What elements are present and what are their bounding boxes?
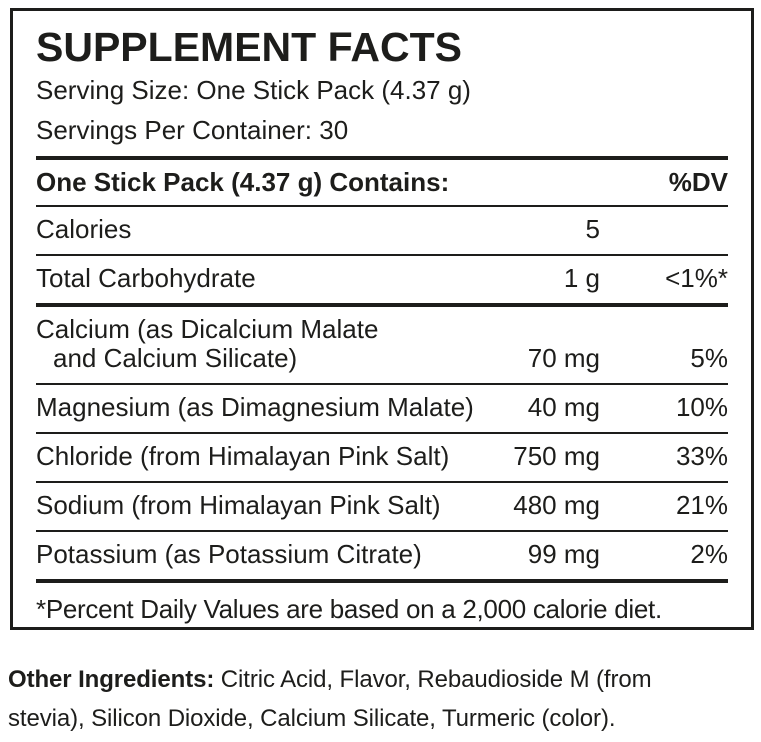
panel-header: SUPPLEMENT FACTS Serving Size: One Stick…: [36, 25, 728, 160]
panel-title: SUPPLEMENT FACTS: [36, 24, 462, 70]
nutrient-name: Chloride (from Himalayan Pink Salt): [36, 441, 450, 471]
dv-header-label: %DV: [668, 167, 728, 197]
nutrient-dv: <1%*: [665, 263, 728, 293]
table-row-potassium: Potassium (as Potassium Citrate) 99 mg 2…: [36, 532, 728, 583]
nutrient-dv: 10%: [675, 392, 728, 422]
nutrient-amount: 40 mg: [527, 392, 600, 422]
servings-per-container-line: Servings Per Container: 30: [36, 115, 349, 145]
supplement-facts-panel: SUPPLEMENT FACTS Serving Size: One Stick…: [10, 8, 754, 630]
contains-header-row: One Stick Pack (4.37 g) Contains: %DV: [36, 160, 728, 207]
other-ingredients-label: Other Ingredients:: [8, 666, 215, 693]
other-ingredients-text-line2: stevia), Silicon Dioxide, Calcium Silica…: [8, 705, 616, 732]
table-row-total-carbohydrate: Total Carbohydrate 1 g <1%*: [36, 256, 728, 307]
nutrient-dv: 2%: [690, 539, 728, 569]
nutrient-amount: 5: [585, 214, 600, 244]
nutrient-name-line2: and Calcium Silicate): [53, 343, 298, 373]
nutrient-name: Total Carbohydrate: [36, 263, 256, 293]
dv-footnote: *Percent Daily Values are based on a 2,0…: [36, 594, 662, 624]
other-ingredients-line1: Other Ingredients: Citric Acid, Flavor, …: [8, 660, 758, 699]
nutrient-dv: 33%: [675, 441, 728, 471]
serving-size-line: Serving Size: One Stick Pack (4.37 g): [36, 75, 471, 105]
nutrient-amount: 70 mg: [527, 343, 600, 373]
nutrient-name: Sodium (from Himalayan Pink Salt): [36, 490, 441, 520]
table-row-chloride: Chloride (from Himalayan Pink Salt) 750 …: [36, 434, 728, 483]
table-row-magnesium: Magnesium (as Dimagnesium Malate) 40 mg …: [36, 385, 728, 434]
nutrient-name: Magnesium (as Dimagnesium Malate): [36, 392, 474, 422]
table-row-calcium: Calcium (as Dicalcium Malate and Calcium…: [36, 307, 728, 385]
nutrient-dv: 5%: [690, 343, 728, 373]
nutrient-name: Potassium (as Potassium Citrate): [36, 539, 422, 569]
table-row-calories: Calories 5: [36, 207, 728, 256]
contains-header-label: One Stick Pack (4.37 g) Contains:: [36, 167, 450, 197]
nutrient-amount: 1 g: [563, 263, 600, 293]
nutrient-amount: 99 mg: [527, 539, 600, 569]
nutrient-amount: 750 mg: [513, 441, 600, 471]
other-ingredients: Other Ingredients: Citric Acid, Flavor, …: [8, 660, 758, 738]
nutrient-dv: 21%: [675, 490, 728, 520]
nutrient-name: Calcium (as Dicalcium Malate and Calcium…: [36, 315, 495, 373]
nutrient-name-line1: Calcium (as Dicalcium Malate: [36, 314, 379, 344]
other-ingredients-text-line1: Citric Acid, Flavor, Rebaudioside M (fro…: [214, 666, 652, 693]
nutrient-name: Calories: [36, 214, 132, 244]
table-row-sodium: Sodium (from Himalayan Pink Salt) 480 mg…: [36, 483, 728, 532]
nutrient-amount: 480 mg: [513, 490, 600, 520]
